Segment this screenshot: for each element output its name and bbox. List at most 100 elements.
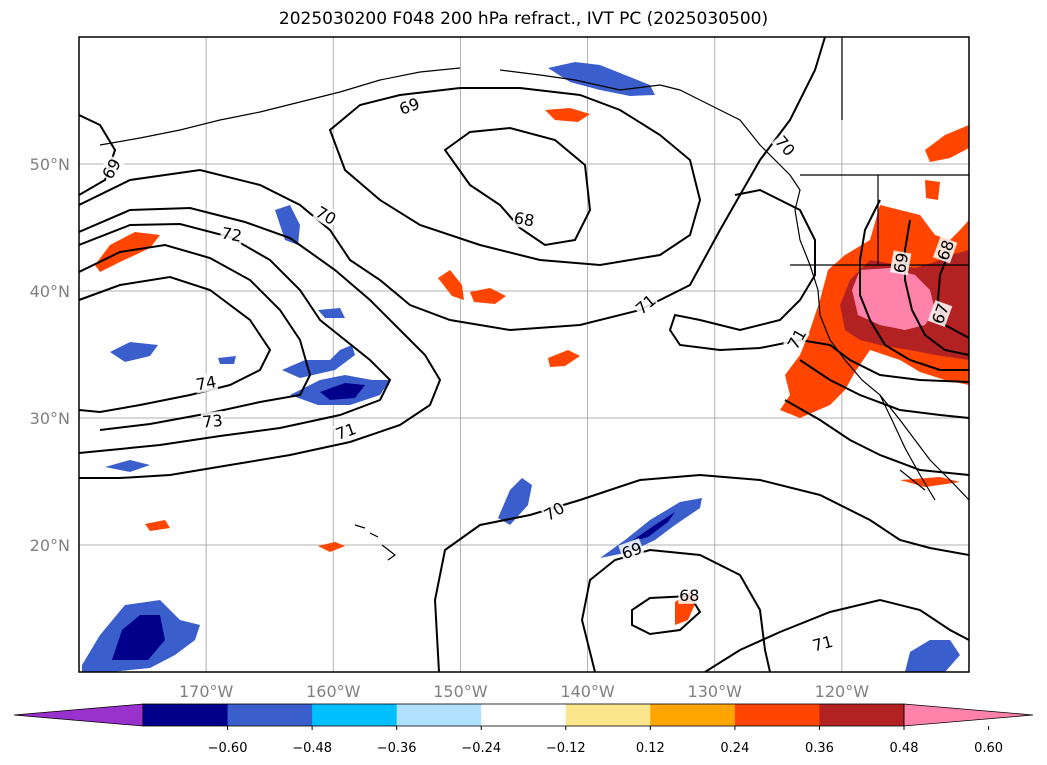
contour-label-bg: [927, 300, 953, 327]
lat-tick-label: 40°N: [30, 282, 70, 301]
contour-label: 68: [679, 586, 699, 605]
contour-label-bg: [219, 223, 245, 245]
colorbar-tick-label: −0.36: [377, 741, 417, 756]
colorbar: −0.60 −0.48 −0.36 −0.24 −0.12 0.12 0.24 0.36 0.4…: [13, 703, 1034, 756]
contour-70-south: [433, 473, 969, 672]
contour-70-north: [79, 37, 826, 332]
colorbar-swatch: [143, 704, 229, 726]
contour-71-south: [704, 598, 969, 672]
colorbar-tick-label: 0.60: [974, 741, 1003, 756]
ivt-blob-d: [548, 350, 580, 367]
contour-label: 69: [890, 251, 912, 274]
contour-label-bg: [193, 371, 219, 394]
contour-label-bg: [783, 324, 810, 353]
colorbar-tick-label: −0.48: [292, 741, 332, 756]
lon-tick-label: 150°W: [433, 682, 488, 701]
contour-label-bg: [539, 497, 569, 525]
contour-74: [79, 275, 272, 414]
contour-72-east: [799, 359, 969, 419]
contour-label-bg: [312, 201, 341, 229]
contour-label: 68: [512, 208, 535, 230]
contour-label-group: 74: [193, 371, 219, 394]
contour-label: 74: [194, 372, 217, 394]
colorbar-swatch: [396, 704, 482, 726]
contour-label: 71: [810, 632, 835, 656]
colorbar-tick-label: 0.24: [720, 741, 749, 756]
ivt-blob-neg-4: [282, 345, 355, 378]
ivt-blob-g: [318, 542, 345, 552]
axis-labels: 170°W 160°W 150°W 140°W 130°W 120°W 50°N 40°N 30…: [30, 155, 870, 701]
contour-label-bg: [200, 410, 225, 431]
coast-aleutians: [99, 67, 461, 146]
contour-label-bg: [332, 418, 360, 444]
colorbar-outline: [142, 703, 905, 727]
contour-73-east: [784, 399, 969, 476]
contour-71-east: [668, 188, 969, 383]
ivt-blob-c: [470, 288, 506, 304]
ivt-blob-i: [900, 477, 960, 487]
contour-68-gulf: [443, 126, 592, 247]
colorbar-swatch: [481, 704, 567, 726]
contour-label-bg: [678, 585, 701, 604]
ivt-blob-oregon-sm: [925, 180, 940, 200]
contour-label-bg: [97, 154, 125, 183]
contour-label-bg: [771, 131, 800, 160]
contour-label-group: 73: [200, 410, 225, 432]
map-frame: [78, 36, 970, 673]
contour-label-bg: [618, 538, 646, 563]
ivt-blob-neg-9: [905, 640, 960, 672]
coastlines: [99, 37, 969, 561]
ivt-blob-f: [145, 520, 170, 531]
lon-tick-label: 170°W: [179, 682, 234, 701]
contour-69-north: [79, 114, 117, 196]
lat-tick-label: 50°N: [30, 155, 70, 174]
contour-label-group: 68: [511, 208, 537, 231]
ivt-blob-neg-2: [110, 342, 158, 362]
ivt-blob-neg-11: [318, 308, 345, 318]
contour-label-group: 69: [889, 250, 912, 276]
colorbar-swatch: [565, 704, 651, 726]
contour-69-south: [580, 548, 771, 672]
colorbar-swatch: [227, 704, 313, 726]
contour-label: 73: [201, 411, 223, 432]
colorbar-tick-label: −0.12: [546, 741, 586, 756]
lon-tick-label: 120°W: [815, 682, 870, 701]
refractivity-contours: [79, 37, 969, 672]
contour-72: [79, 222, 392, 454]
contour-label-bg: [395, 93, 423, 119]
lat-tick-label: 30°N: [30, 409, 70, 428]
ivt-blob-neg-3-core: [320, 383, 365, 400]
contour-label-bg: [511, 208, 537, 230]
contour-label-bg: [932, 236, 958, 264]
ivt-blob-b: [438, 270, 464, 300]
contour-69-east: [859, 199, 969, 371]
colorbar-tick-label: 0.36: [805, 741, 834, 756]
colorbar-swatch: [734, 704, 820, 726]
ivt-blob-neg-7-core: [112, 615, 165, 660]
contour-label-group: 72: [219, 223, 245, 246]
ivt-blob-bc: [925, 125, 969, 162]
colorbar-extend-low: [13, 703, 144, 727]
contour-label-group: 71: [809, 631, 836, 656]
colorbar-tick-label: −0.60: [208, 741, 248, 756]
contour-68-east: [904, 219, 969, 356]
contour-69-gulf: [328, 87, 702, 267]
ivt-blob-neg-1: [275, 205, 300, 245]
lon-tick-label: 140°W: [560, 682, 615, 701]
hawaii: [354, 524, 397, 561]
colorbar-swatch: [650, 704, 736, 726]
ivt-blob-neg-8: [105, 460, 150, 472]
colorbar-tick-label: 0.48: [890, 741, 919, 756]
colorbar-tick-label: 0.12: [636, 741, 665, 756]
contour-label-group: 68: [678, 585, 701, 605]
contour-label: 72: [220, 224, 243, 246]
coast-alaska: [499, 69, 801, 211]
contour-label-bg: [809, 631, 836, 655]
ivt-blob-neg-5: [498, 478, 532, 525]
coast-westcoast: [794, 209, 969, 501]
contour-67-east: [936, 249, 969, 339]
lat-tick-label: 20°N: [30, 536, 70, 555]
